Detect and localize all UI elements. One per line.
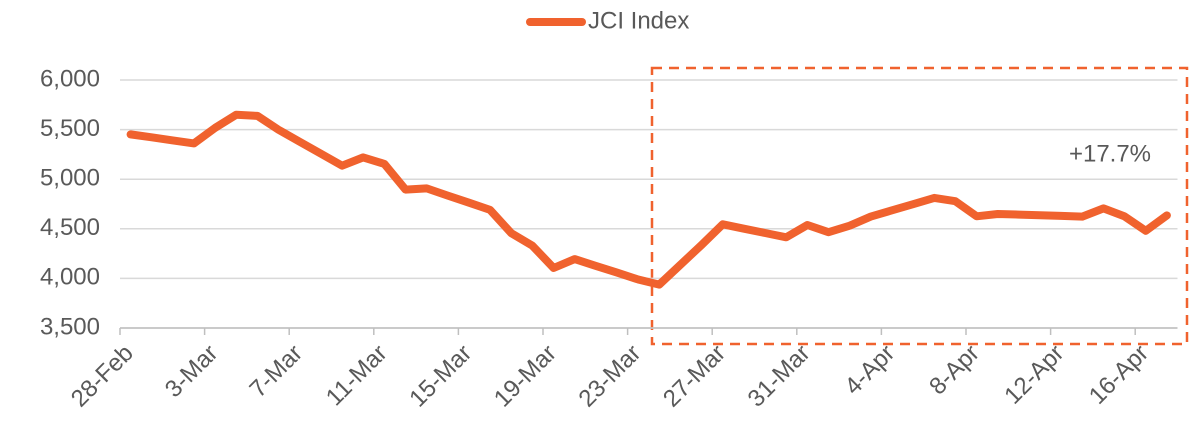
x-tick-label: 4-Apr bbox=[840, 340, 901, 401]
y-tick-label: 5,000 bbox=[40, 165, 100, 192]
x-tick-label: 3-Mar bbox=[160, 340, 223, 403]
y-tick-label: 4,500 bbox=[40, 214, 100, 241]
data-line bbox=[126, 110, 1171, 289]
x-tick-label: 8-Apr bbox=[924, 340, 985, 401]
x-tick-label: 12-Apr bbox=[999, 340, 1069, 410]
x-tick-label: 16-Apr bbox=[1084, 340, 1154, 410]
x-tick-label: 23-Mar bbox=[573, 340, 646, 413]
x-tick-label: 15-Mar bbox=[404, 340, 477, 413]
x-tick-label: 19-Mar bbox=[489, 340, 562, 413]
y-tick-label: 4,000 bbox=[40, 264, 100, 291]
annotation: +17.7% bbox=[1069, 140, 1151, 167]
highlight-box bbox=[650, 66, 1189, 346]
x-tick-label: 28-Feb bbox=[66, 340, 139, 413]
y-tick-label: 5,500 bbox=[40, 115, 100, 142]
y-tick-label: 6,000 bbox=[40, 65, 100, 92]
x-tick-label: 11-Mar bbox=[321, 340, 393, 412]
x-tick-label: 7-Mar bbox=[245, 340, 308, 403]
legend-label: JCI Index bbox=[588, 7, 689, 34]
y-tick-label: 3,500 bbox=[40, 313, 100, 340]
x-tick-label: 27-Mar bbox=[658, 340, 731, 413]
x-tick-label: 31-Mar bbox=[743, 340, 816, 413]
